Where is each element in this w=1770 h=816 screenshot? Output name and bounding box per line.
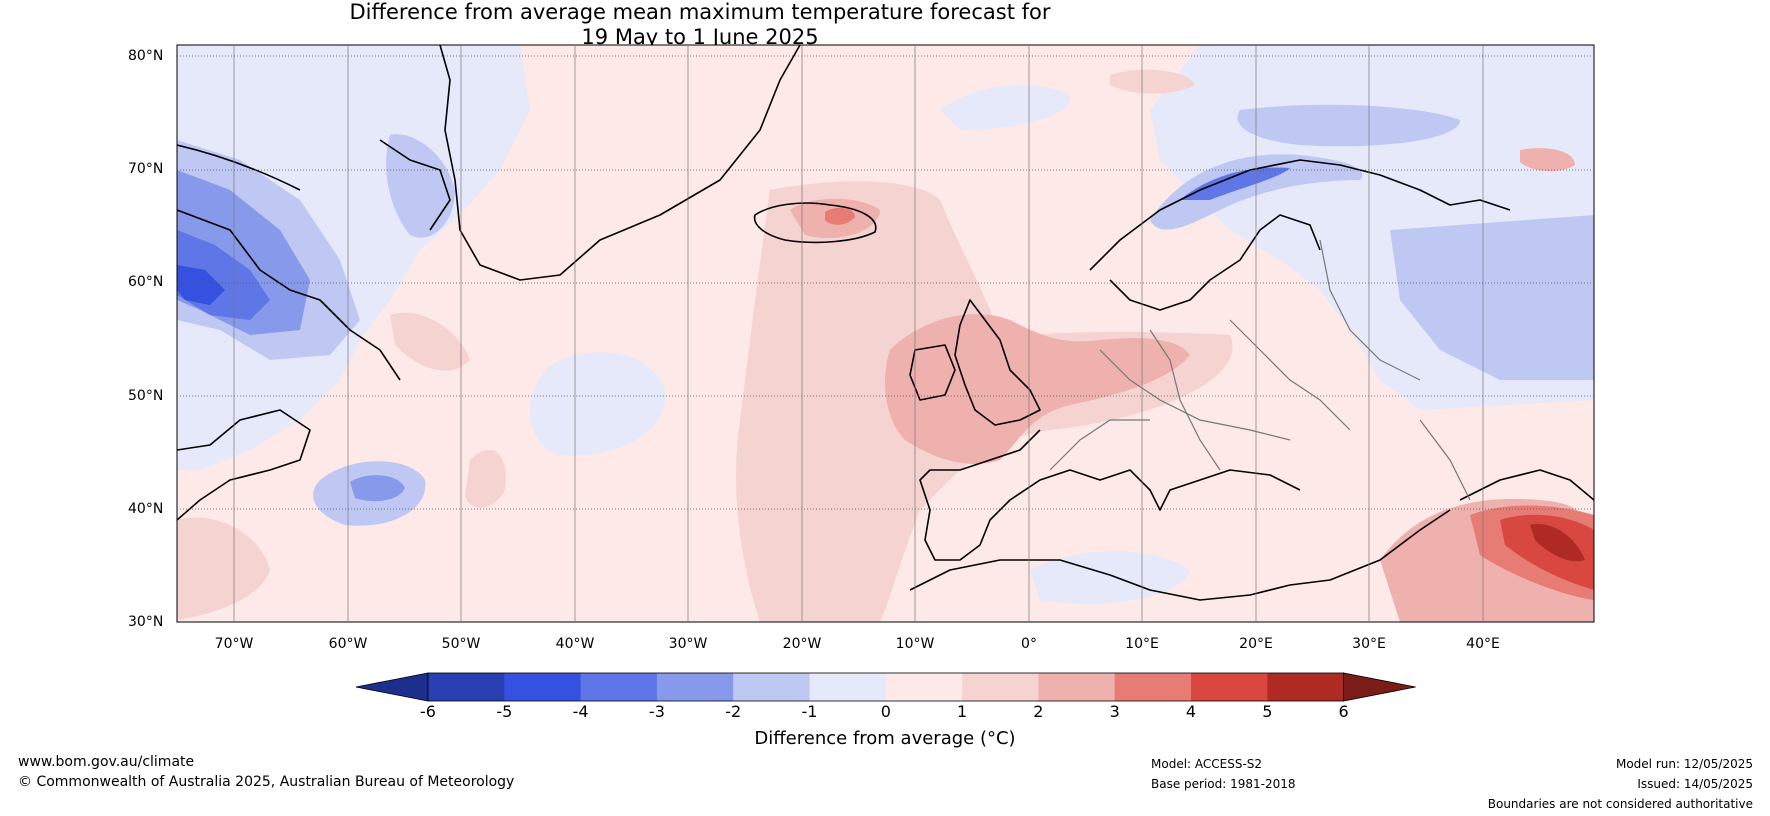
colorbar-tick-label: -1	[801, 702, 818, 721]
anomaly-region-middle-east-hot	[1500, 514, 1594, 590]
anomaly-region-atlantic-warm-2	[465, 450, 506, 508]
colorbar-segment	[733, 673, 810, 701]
colorbar-extend-low	[355, 672, 429, 702]
lat-label-40n: 40°N	[128, 501, 164, 517]
forecast-map	[176, 44, 1595, 623]
lon-label-10e: 10°E	[1125, 636, 1159, 652]
lon-label-20e: 20°E	[1239, 636, 1273, 652]
colorbar-segment	[809, 673, 887, 701]
footer-website: www.bom.gov.au/climate	[18, 754, 195, 770]
lon-label-20w: 20°W	[782, 636, 822, 652]
coastline-north-africa	[909, 509, 1451, 601]
colorbar-tick-label: 0	[880, 702, 891, 721]
anomaly-region-hudson-peak	[177, 265, 225, 305]
coastline-north-america	[177, 409, 311, 521]
lon-label-30w: 30°W	[668, 636, 708, 652]
colorbar-tick-label: 6	[1338, 702, 1349, 721]
anomaly-region-atlantic-cool	[530, 352, 666, 456]
coastline-britain	[954, 299, 1041, 426]
colorbar-tick-label: -2	[725, 702, 742, 721]
coastline-iceland	[753, 202, 877, 244]
graticule	[177, 55, 1594, 510]
colorbar-tick-label: 2	[1033, 702, 1044, 721]
colorbar	[355, 672, 1416, 702]
lat-label-80n: 80°N	[128, 48, 164, 64]
lon-label-40w: 40°W	[555, 636, 595, 652]
colorbar-tick-label: 4	[1185, 702, 1197, 721]
colorbar-segment	[1191, 673, 1268, 701]
lon-label-70w: 70°W	[214, 636, 254, 652]
lon-label-40e: 40°E	[1466, 636, 1500, 652]
colorbar-tick-label: -4	[572, 702, 589, 721]
lon-label-50w: 50°W	[441, 636, 481, 652]
colorbar-segment	[885, 673, 963, 701]
footer-model-run: Model run: 12/05/2025	[1615, 757, 1753, 771]
colorbar-segment	[962, 673, 1039, 701]
footer-issued: Issued: 14/05/2025	[1637, 777, 1753, 791]
colorbar-segment	[580, 673, 658, 701]
colorbar-title: Difference from average (°C)	[754, 728, 1016, 749]
lat-label-70n: 70°N	[128, 161, 164, 177]
footer-base-period: Base period: 1981-2018	[1151, 777, 1296, 791]
coastline-baffin	[177, 139, 451, 381]
anomaly-region-atlantic-warm-3	[177, 517, 270, 620]
anomaly-region-canada-cool	[177, 45, 530, 470]
colorbar-segment	[656, 673, 734, 701]
colorbar-segment	[1114, 673, 1192, 701]
lat-label-30n: 30°N	[128, 614, 164, 630]
map-title: Difference from average mean maximum tem…	[320, 0, 1080, 50]
lon-label-60w: 60°W	[328, 636, 368, 652]
footer-disclaimer: Boundaries are not considered authoritat…	[1487, 797, 1753, 811]
colorbar-segment	[428, 673, 505, 701]
colorbar-tick-label: 1	[957, 702, 968, 721]
anomaly-region-newfoundland-cool-core	[350, 475, 405, 502]
colorbar-tick-label: -6	[420, 702, 436, 721]
colorbar-tick-label: 5	[1262, 702, 1273, 721]
meridians	[233, 45, 1484, 622]
colorbar-segment	[504, 673, 582, 701]
anomaly-region-arctic-warm	[1110, 69, 1195, 94]
lon-label-0: 0°	[1021, 636, 1037, 652]
colorbar-tick-label: 3	[1109, 702, 1120, 721]
coastline-greenland	[439, 45, 801, 281]
coastline-middle-east	[1459, 469, 1594, 501]
lon-label-10w: 10°W	[895, 636, 935, 652]
colorbar-tick-label: -5	[496, 702, 513, 721]
anomaly-region-middle-east-hottest	[1530, 524, 1585, 562]
anomaly-region-norway-cool-core	[1180, 167, 1290, 200]
anomaly-region-europe-warm	[885, 314, 1190, 464]
anomaly-region-atlantic-warm-1	[390, 312, 470, 371]
footer-model: Model: ACCESS-S2	[1151, 757, 1263, 771]
map-frame	[176, 44, 1595, 623]
anomaly-region-russia-cool-core	[1390, 215, 1594, 380]
anomaly-region-iceland-warm-core	[825, 207, 855, 225]
country-borders	[1049, 239, 1471, 501]
coastline-scandinavia	[1089, 159, 1511, 311]
anomaly-region-arctic-cool	[940, 85, 1071, 130]
map-title-line1: Difference from average mean maximum tem…	[349, 0, 1051, 24]
anomaly-region-russia-warm	[1520, 148, 1575, 172]
footer-copyright: © Commonwealth of Australia 2025, Austra…	[18, 774, 515, 790]
lat-label-60n: 60°N	[128, 274, 164, 290]
coastline-ireland	[909, 344, 956, 401]
colorbar-segment	[1038, 673, 1116, 701]
anomaly-region-barents	[1237, 104, 1460, 147]
lon-label-30e: 30°E	[1352, 636, 1386, 652]
coastlines	[177, 45, 1594, 601]
colorbar-segment	[1267, 673, 1345, 701]
lat-label-50n: 50°N	[128, 388, 164, 404]
anomaly-region-baffin	[386, 134, 455, 238]
colorbar-border	[427, 672, 1344, 702]
coastline-europe-west	[919, 429, 1301, 561]
colorbar-extend-high	[1343, 672, 1416, 702]
colorbar-tick-label: -3	[648, 702, 665, 721]
